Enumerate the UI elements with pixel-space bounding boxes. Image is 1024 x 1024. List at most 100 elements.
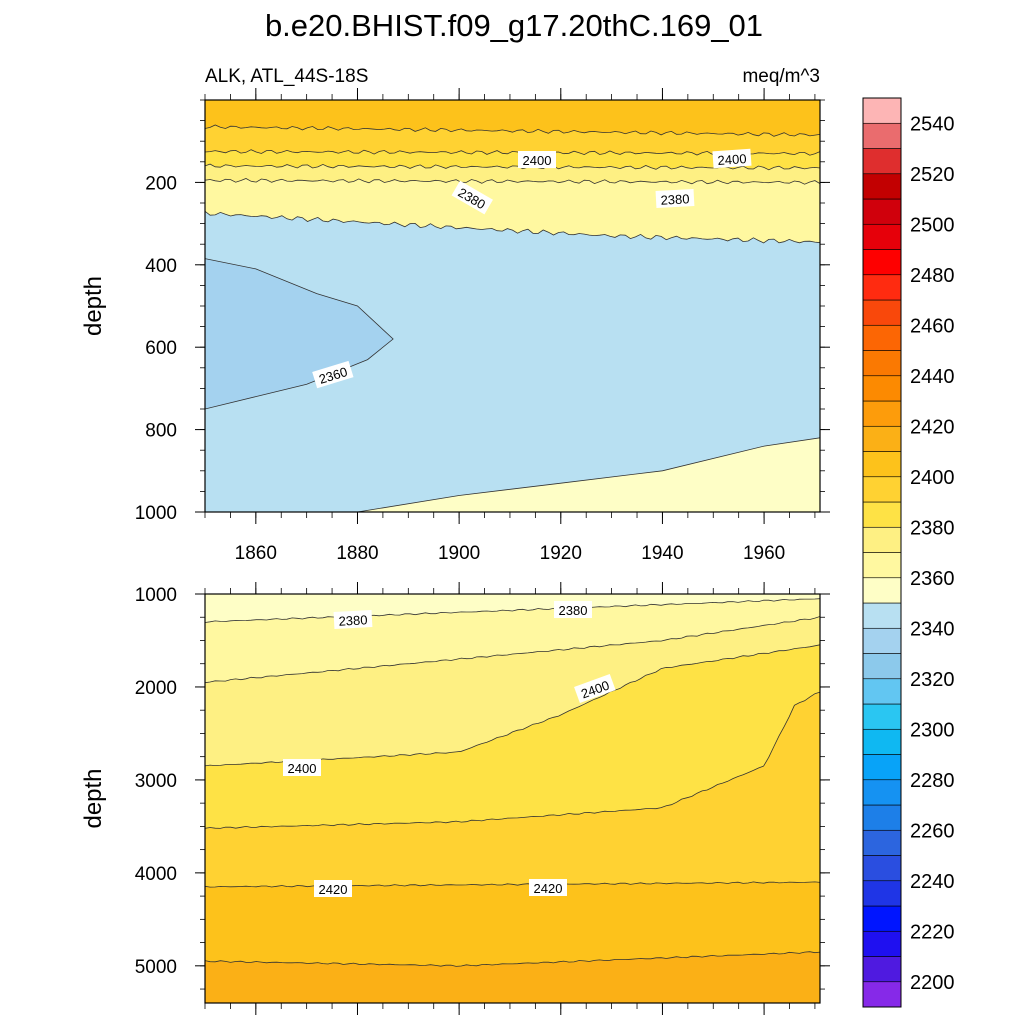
contour-label-text: 2380 <box>338 612 368 628</box>
plot-frame <box>204 593 821 1004</box>
colorbar-swatch <box>862 627 902 654</box>
colorbar-label: 2280 <box>910 770 955 792</box>
y-tick-label: 400 <box>145 256 177 277</box>
band-2350 <box>205 258 394 410</box>
colorbar-swatch <box>862 930 902 957</box>
contour-label: 2420 <box>529 879 567 896</box>
contour-label-text: 2380 <box>660 191 690 207</box>
colorbar-label: 2200 <box>910 972 955 994</box>
contour-line <box>205 598 820 623</box>
colorbar-swatch <box>862 148 902 175</box>
colorbar-swatch <box>862 703 902 730</box>
lower-contours <box>205 594 820 1003</box>
colorbar-label: 2400 <box>910 467 955 489</box>
colorbar-label: 2460 <box>910 315 955 337</box>
colorbar-label: 2300 <box>910 719 955 741</box>
colorbar-swatch <box>862 754 902 781</box>
contour-label: 2420 <box>314 880 352 897</box>
contour-label: 2400 <box>518 151 556 168</box>
colorbar-label: 2360 <box>910 568 955 590</box>
colorbar-swatch <box>862 400 902 427</box>
x-tick-label: 1960 <box>743 543 785 564</box>
contour-label: 2380 <box>554 601 592 618</box>
y-tick-label: 2000 <box>135 678 177 699</box>
colorbar-swatch <box>862 526 902 553</box>
colorbar-label: 2320 <box>910 669 955 691</box>
contour-line <box>205 616 820 684</box>
colorbar-swatch <box>862 324 902 351</box>
contour-line <box>205 124 820 137</box>
colorbar-swatch <box>862 804 902 831</box>
y-tick-label: 600 <box>145 338 177 359</box>
contour-label-text: 2400 <box>717 151 747 168</box>
colorbar-swatch <box>862 653 902 680</box>
contour-label-bg <box>333 610 373 629</box>
upper-contours <box>205 100 820 512</box>
contour-label-bg <box>451 180 493 215</box>
contour-label: 2400 <box>283 759 321 776</box>
colorbar-label: 2380 <box>910 517 955 539</box>
band-2370-deep <box>357 437 820 512</box>
contour-label-bg <box>554 601 592 618</box>
contour-label: 2380 <box>655 189 695 208</box>
contour-line <box>205 691 820 829</box>
y-tick-label: 5000 <box>135 957 177 978</box>
colorbar-swatch <box>862 223 902 250</box>
colorbar-label: 2500 <box>910 214 955 236</box>
contour-line <box>205 210 820 244</box>
x-tick-label: 1860 <box>235 543 277 564</box>
colorbar-swatch <box>862 905 902 932</box>
contour-label-bg <box>529 879 567 896</box>
colorbar-swatch <box>862 552 902 579</box>
colorbar-swatch <box>862 425 902 452</box>
right-subtitle: meq/m^3 <box>742 66 820 87</box>
x-tick-label: 1940 <box>641 543 683 564</box>
colorbar: 2200 2220 2240 2260 2280 2300 2320 2340 2360 2380… <box>862 97 955 1008</box>
contour-line-deep <box>357 437 820 512</box>
colorbar-swatch <box>862 829 902 856</box>
colorbar-label: 2440 <box>910 366 955 388</box>
contour-label: 2400 <box>712 148 752 169</box>
colorbar-swatch <box>862 198 902 225</box>
contour-label-bg <box>312 360 354 389</box>
contour-label-text: 2420 <box>319 882 348 897</box>
y-axis-label: depth <box>80 276 107 336</box>
colorbar-swatch <box>862 779 902 806</box>
left-subtitle: ALK, ATL_44S-18S <box>205 66 368 87</box>
colorbar-swatch <box>862 274 902 301</box>
colorbar-swatch <box>862 880 902 907</box>
colorbar-swatch <box>862 97 902 124</box>
colorbar-label: 2540 <box>910 113 955 135</box>
colorbar-swatch <box>862 728 902 755</box>
y-tick-label: 4000 <box>135 864 177 885</box>
colorbar-label: 2340 <box>910 618 955 640</box>
y-tick-label: 800 <box>145 421 177 442</box>
colorbar-label: 2240 <box>910 871 955 893</box>
contour-line <box>205 881 820 888</box>
x-tick-label: 1920 <box>540 543 582 564</box>
colorbar-label: 2480 <box>910 265 955 287</box>
colorbar-swatch <box>862 678 902 705</box>
colorbar-swatch <box>862 981 902 1008</box>
y-tick-label: 200 <box>145 173 177 194</box>
contour-line <box>205 178 820 185</box>
contour-line <box>205 951 820 967</box>
contour-label-text: 2380 <box>559 603 588 618</box>
y-tick-label: 3000 <box>135 771 177 792</box>
contour-label-bg <box>314 880 352 897</box>
x-tick-label: 1900 <box>438 543 480 564</box>
contour-label: 2380 <box>333 610 373 629</box>
contour-label-bg <box>283 759 321 776</box>
colorbar-swatch <box>862 855 902 882</box>
contour-label-text: 2400 <box>288 761 317 776</box>
colorbar-swatch <box>862 122 902 149</box>
x-tick-label: 1880 <box>336 543 378 564</box>
colorbar-swatch <box>862 451 902 478</box>
colorbar-swatch <box>862 602 902 629</box>
colorbar-swatch <box>862 350 902 377</box>
colorbar-label: 2220 <box>910 921 955 943</box>
contour-label-bg <box>655 189 695 208</box>
band-2360 <box>205 211 820 512</box>
